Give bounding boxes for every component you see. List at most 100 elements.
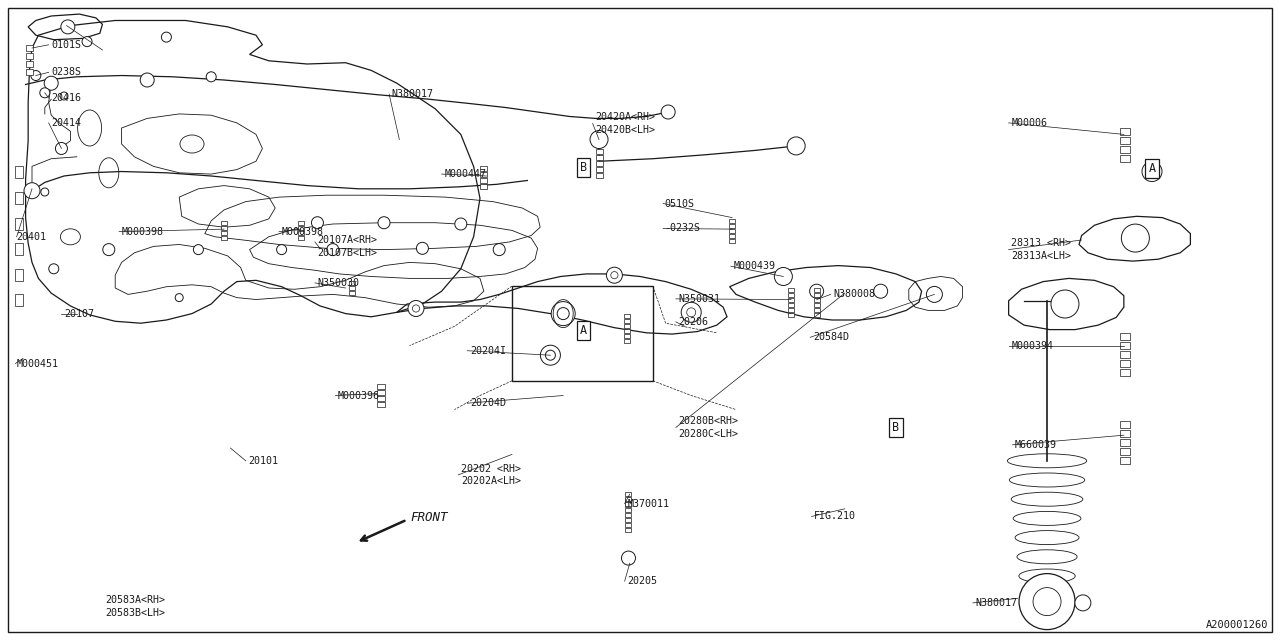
Bar: [1120, 430, 1130, 437]
Bar: [480, 166, 488, 171]
Text: 20401: 20401: [17, 232, 46, 242]
Bar: [378, 390, 385, 395]
Bar: [26, 53, 32, 59]
Text: N380017: N380017: [975, 598, 1018, 608]
Circle shape: [175, 294, 183, 301]
Bar: [626, 503, 631, 507]
Bar: [814, 298, 819, 301]
Bar: [730, 219, 735, 223]
Circle shape: [681, 302, 701, 323]
Bar: [788, 312, 794, 317]
Circle shape: [454, 218, 467, 230]
Text: M000439: M000439: [733, 261, 776, 271]
Text: N380008: N380008: [833, 289, 876, 300]
Bar: [1120, 421, 1130, 428]
Bar: [15, 294, 23, 307]
Text: 20420A<RH>
20420B<LH>: 20420A<RH> 20420B<LH>: [595, 113, 655, 135]
Text: 28313 <RH>
28313A<LH>: 28313 <RH> 28313A<LH>: [1011, 239, 1071, 261]
Bar: [221, 231, 227, 235]
Circle shape: [82, 36, 92, 47]
Bar: [26, 61, 32, 67]
Bar: [788, 303, 794, 307]
Bar: [349, 285, 355, 290]
Bar: [1120, 137, 1130, 144]
Circle shape: [662, 105, 675, 119]
Bar: [625, 319, 630, 323]
Bar: [15, 243, 23, 255]
Circle shape: [193, 244, 204, 255]
Bar: [1120, 457, 1130, 464]
Text: 20204D: 20204D: [470, 398, 506, 408]
Circle shape: [927, 287, 942, 303]
Bar: [512, 286, 653, 381]
Circle shape: [378, 217, 390, 228]
Bar: [1120, 128, 1130, 135]
Circle shape: [1075, 595, 1091, 611]
Text: N380017: N380017: [392, 89, 434, 99]
Bar: [1120, 360, 1130, 367]
Bar: [730, 239, 735, 243]
Bar: [480, 172, 488, 177]
Bar: [26, 69, 32, 75]
Circle shape: [141, 73, 154, 87]
Bar: [1120, 342, 1130, 349]
Bar: [298, 236, 303, 240]
Bar: [788, 287, 794, 292]
Text: 20206: 20206: [678, 317, 708, 327]
Circle shape: [810, 284, 823, 298]
Bar: [626, 497, 631, 501]
Bar: [298, 231, 303, 235]
Bar: [595, 173, 603, 178]
Bar: [15, 218, 23, 230]
Circle shape: [787, 137, 805, 155]
Circle shape: [326, 244, 339, 255]
Bar: [626, 518, 631, 522]
Text: A: A: [1148, 162, 1156, 175]
Bar: [814, 303, 819, 307]
Circle shape: [55, 143, 68, 154]
Bar: [626, 513, 631, 517]
Circle shape: [311, 217, 324, 228]
Text: -0232S: -0232S: [664, 223, 700, 234]
Bar: [15, 269, 23, 281]
Text: M370011: M370011: [627, 499, 669, 509]
Text: 0238S: 0238S: [51, 67, 81, 77]
Bar: [625, 314, 630, 319]
Circle shape: [161, 32, 172, 42]
Bar: [625, 324, 630, 328]
Text: 0510S: 0510S: [664, 198, 694, 209]
Circle shape: [557, 308, 570, 319]
Circle shape: [552, 301, 575, 326]
Bar: [626, 508, 631, 512]
Text: 20204I: 20204I: [470, 346, 506, 356]
Text: 20107A<RH>
20107B<LH>: 20107A<RH> 20107B<LH>: [317, 236, 378, 258]
Bar: [730, 224, 735, 228]
Circle shape: [622, 551, 635, 565]
Text: 0101S: 0101S: [51, 40, 81, 50]
Bar: [625, 334, 630, 339]
Bar: [378, 383, 385, 388]
Circle shape: [686, 308, 696, 317]
Bar: [221, 221, 227, 225]
Bar: [730, 234, 735, 238]
Text: M000398: M000398: [282, 227, 324, 237]
Circle shape: [611, 271, 618, 279]
Bar: [730, 229, 735, 233]
Bar: [1120, 448, 1130, 455]
Text: 20584D: 20584D: [813, 332, 849, 342]
Text: M000447: M000447: [444, 169, 486, 179]
Circle shape: [41, 188, 49, 196]
Text: 20202 <RH>
20202A<LH>: 20202 <RH> 20202A<LH>: [461, 464, 521, 486]
Text: A: A: [580, 324, 588, 337]
Bar: [1120, 369, 1130, 376]
Bar: [349, 291, 355, 295]
Circle shape: [408, 301, 424, 317]
Bar: [1120, 146, 1130, 153]
Circle shape: [1142, 161, 1162, 182]
Bar: [626, 498, 631, 502]
Circle shape: [102, 244, 115, 255]
Text: M00006: M00006: [1011, 118, 1047, 128]
Bar: [221, 226, 227, 230]
Text: FIG.210: FIG.210: [814, 511, 856, 522]
Text: 20416: 20416: [51, 93, 81, 103]
